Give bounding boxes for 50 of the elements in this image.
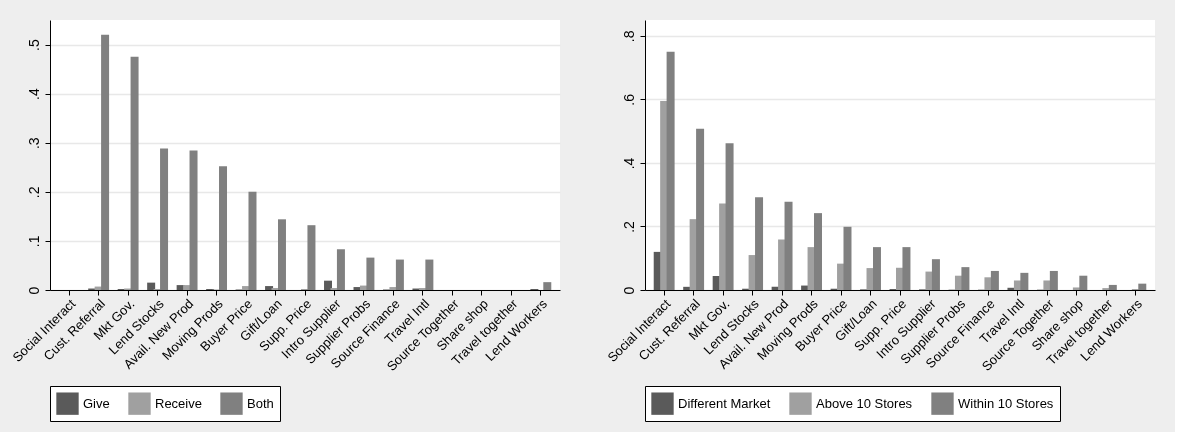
y-tick-label: .2 (25, 186, 42, 199)
bar (1079, 275, 1088, 290)
bar (147, 282, 156, 290)
bar (725, 143, 734, 290)
bar (1049, 270, 1058, 290)
bar (1020, 272, 1029, 290)
bar (931, 259, 940, 290)
bar (1108, 284, 1117, 290)
bar (1138, 283, 1147, 290)
bar (784, 201, 793, 290)
bar (872, 247, 881, 290)
bar (307, 225, 316, 290)
bar (543, 282, 552, 290)
legend-label: Within 10 Stores (958, 395, 1054, 411)
bar (395, 259, 404, 290)
y-tick-label: .3 (25, 137, 42, 150)
legend-label: Different Market (678, 395, 771, 411)
legend-label: Above 10 Stores (816, 395, 913, 411)
legend-label: Receive (155, 395, 202, 411)
bar (277, 219, 286, 290)
bar (265, 286, 274, 290)
y-tick-label: 0 (25, 286, 42, 295)
bar (902, 247, 911, 290)
bar (961, 267, 970, 290)
y-tick-label: .5 (25, 39, 42, 51)
bar (336, 249, 345, 290)
y-tick-label: .2 (620, 220, 637, 233)
bar (843, 226, 852, 290)
bar (248, 191, 257, 290)
bar (814, 213, 823, 290)
y-tick-label: 0 (620, 286, 637, 295)
legend-label: Both (247, 395, 274, 411)
bar (366, 257, 375, 290)
bar (990, 270, 999, 290)
y-tick-label: .6 (620, 93, 637, 106)
y-tick-label: .4 (620, 157, 637, 170)
bar (324, 280, 333, 290)
y-tick-label: .1 (25, 235, 42, 248)
y-tick-label: .4 (25, 88, 42, 100)
y-tick-label: .8 (620, 30, 637, 43)
bar (130, 56, 139, 290)
bar (219, 166, 228, 290)
bar (755, 197, 764, 290)
legend-label: Give (83, 395, 110, 411)
bar (189, 150, 198, 290)
bar (101, 34, 110, 290)
bar (666, 51, 675, 290)
bar (425, 259, 434, 290)
bar (160, 148, 169, 290)
bar (696, 128, 705, 290)
